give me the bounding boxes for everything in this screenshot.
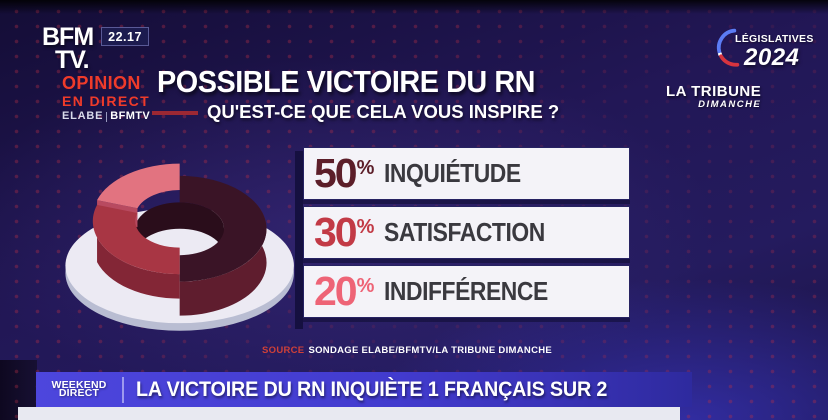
dimanche-label: DIMANCHE bbox=[698, 99, 762, 110]
opinion-label: OPINION bbox=[62, 73, 141, 93]
ticker-banner: WEEKEND DIRECT LA VICTOIRE DU RN INQUIÈT… bbox=[36, 372, 692, 407]
result-value: 50% bbox=[314, 150, 375, 196]
result-row: 30% SATISFACTION bbox=[303, 206, 630, 259]
source-line: SOURCE SONDAGE ELABE/BFMTV/LA TRIBUNE DIM… bbox=[262, 345, 552, 356]
program-line2: DIRECT bbox=[58, 387, 100, 399]
donut-chart bbox=[65, 163, 294, 331]
bfm-logo-text-2: TV. bbox=[55, 46, 90, 74]
program-line1: WEEKEND bbox=[51, 378, 107, 391]
result-label: INQUIÉTUDE bbox=[384, 158, 522, 188]
ticker-divider bbox=[122, 376, 124, 403]
clock: 22.17 bbox=[101, 27, 149, 46]
page-title: POSSIBLE VICTOIRE DU RN bbox=[157, 64, 536, 99]
program-badge: WEEKEND DIRECT bbox=[36, 378, 122, 399]
result-value: 30% bbox=[314, 209, 375, 255]
legislatives-year: 2024 bbox=[744, 44, 800, 71]
la-tribune-dimanche-logo: LA TRIBUNE DIMANCHE bbox=[666, 84, 761, 110]
result-value: 20% bbox=[314, 268, 375, 314]
elabe-label: ELABE bbox=[62, 110, 104, 122]
subtitle-row: QU'EST-CE QUE CELA VOUS INSPIRE ? bbox=[152, 101, 559, 123]
legislatives-arc-icon bbox=[716, 28, 740, 67]
result-row: 20% INDIFFÉRENCE bbox=[303, 265, 630, 318]
red-dash bbox=[152, 111, 198, 115]
bfm-logo-text: BFM bbox=[42, 23, 94, 51]
top-shadow bbox=[0, 0, 828, 14]
result-row: 50% INQUIÉTUDE bbox=[303, 147, 630, 200]
results-left-edge bbox=[295, 151, 303, 329]
pollster-credits: ELABE BFMTV bbox=[62, 111, 150, 122]
opinion-en-direct-badge: OPINION EN DIRECT ELABE BFMTV bbox=[62, 74, 150, 122]
source-prefix: SOURCE bbox=[262, 345, 305, 356]
bfm-tv-logo: BFM 22.17 TV. bbox=[42, 23, 149, 74]
result-label: INDIFFÉRENCE bbox=[384, 276, 549, 306]
en-direct-label: EN DIRECT bbox=[62, 93, 151, 109]
tribune-label: LA TRIBUNE bbox=[666, 83, 762, 100]
source-text: SONDAGE ELABE/BFMTV/LA TRIBUNE DIMANCHE bbox=[308, 345, 553, 356]
results-list: 50% INQUIÉTUDE 30% SATISFACTION 20% INDIFFÉRE… bbox=[303, 147, 630, 324]
bfmtv-label: BFMTV bbox=[110, 110, 151, 122]
subtitle-text: QU'EST-CE QUE CELA VOUS INSPIRE ? bbox=[207, 101, 560, 122]
credit-divider bbox=[106, 111, 108, 122]
result-label: SATISFACTION bbox=[384, 217, 546, 247]
legislatives-label: LÉGISLATIVES bbox=[735, 33, 814, 45]
ticker-headline: LA VICTOIRE DU RN INQUIÈTE 1 FRANÇAIS SU… bbox=[136, 377, 608, 401]
legislatives-2024-badge: LÉGISLATIVES 2024 bbox=[714, 16, 824, 86]
lower-ticker-strip bbox=[18, 407, 680, 420]
